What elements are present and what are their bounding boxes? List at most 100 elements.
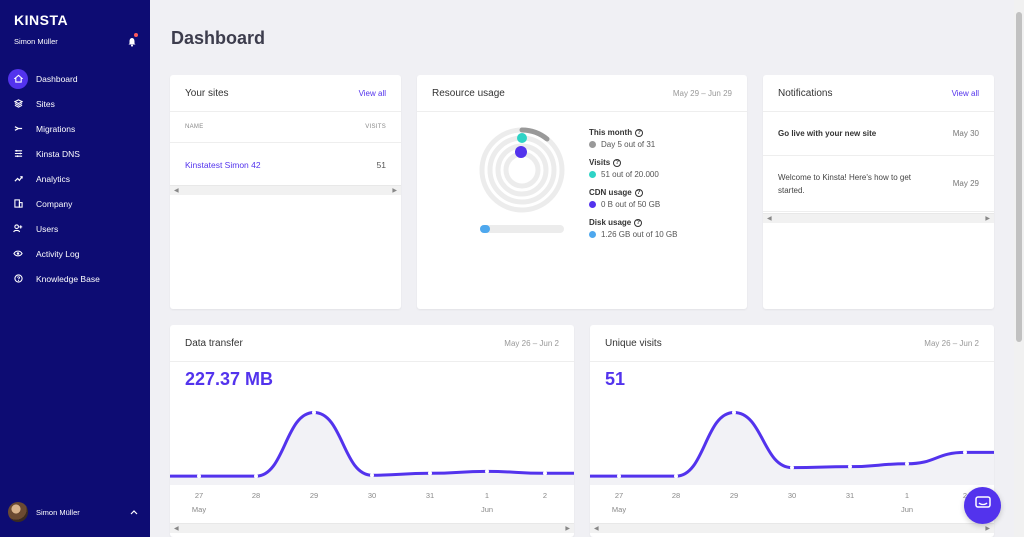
card-header: Resource usage May 29 – Jun 29 — [417, 75, 747, 112]
home-icon — [8, 68, 28, 89]
x-month-label: Jun — [480, 505, 494, 514]
card-header: Data transfer May 26 – Jun 2 — [170, 325, 574, 362]
data-point[interactable] — [428, 471, 432, 476]
cdn-ring-dot — [515, 146, 527, 158]
horizontal-scrollbar[interactable]: ◀ ▶ — [590, 523, 994, 533]
sidebar-user-menu[interactable]: Simon Müller — [0, 487, 150, 537]
card-title: Notifications — [778, 87, 833, 99]
disk-usage-bar — [480, 225, 564, 233]
sidebar-item-label: Analytics — [36, 173, 71, 184]
scroll-right-icon[interactable]: ▶ — [392, 188, 397, 194]
scrollbar-thumb[interactable] — [1016, 12, 1022, 342]
scroll-left-icon[interactable]: ◀ — [174, 188, 179, 194]
notification-text: Welcome to Kinsta! Here's how to get sta… — [778, 172, 911, 195]
scroll-left-icon[interactable]: ◀ — [174, 526, 179, 532]
view-all-sites-link[interactable]: View all — [358, 88, 386, 98]
sidebar-item-users[interactable]: Users — [0, 216, 150, 241]
sidebar-item-knowledge-base[interactable]: Knowledge Base — [0, 266, 150, 291]
page-scrollbar[interactable] — [1014, 0, 1024, 537]
horizontal-scrollbar[interactable]: ◀ ▶ — [170, 185, 401, 195]
data-point[interactable] — [312, 410, 316, 415]
scroll-right-icon[interactable]: ▶ — [985, 526, 990, 532]
data-point[interactable] — [790, 465, 794, 470]
x-tick-label: 2 — [542, 491, 548, 500]
legend-visits: Visits? 51 out of 20.000 — [589, 158, 678, 179]
data-point[interactable] — [370, 473, 374, 478]
x-tick-label: 28 — [671, 491, 681, 500]
data-point[interactable] — [674, 474, 678, 479]
data-point[interactable] — [848, 464, 852, 469]
legend-value: Day 5 out of 31 — [601, 140, 656, 149]
sidebar-item-sites[interactable]: Sites — [0, 91, 150, 116]
view-all-notifications-link[interactable]: View all — [951, 88, 979, 98]
date-range: May 26 – Jun 2 — [504, 338, 559, 348]
help-icon[interactable]: ? — [635, 128, 644, 137]
sidebar-nav: Dashboard Sites Migrations Kinsta DNS An… — [0, 66, 150, 291]
x-tick-label: 30 — [367, 491, 377, 500]
x-tick-label: 27 — [614, 491, 624, 500]
bell-icon[interactable] — [127, 33, 138, 47]
unique-visits-card: Unique visits May 26 – Jun 2 51 27 28 29… — [590, 325, 994, 537]
legend-dot — [589, 141, 596, 148]
sidebar-item-kinsta-dns[interactable]: Kinsta DNS — [0, 141, 150, 166]
help-icon — [8, 269, 28, 289]
data-point[interactable] — [905, 461, 909, 466]
sidebar-item-migrations[interactable]: Migrations — [0, 116, 150, 141]
horizontal-scrollbar[interactable]: ◀ ▶ — [763, 213, 994, 223]
sidebar-item-label: Users — [36, 223, 59, 234]
sidebar-item-analytics[interactable]: Analytics — [0, 166, 150, 191]
legend-label: This month — [589, 128, 633, 137]
data-transfer-total: 227.37 MB — [185, 369, 274, 389]
x-tick-label: 2 — [962, 491, 968, 500]
company-icon — [8, 194, 28, 214]
scroll-left-icon[interactable]: ◀ — [594, 526, 599, 532]
data-point[interactable] — [254, 474, 258, 479]
legend-value: 51 out of 20.000 — [601, 170, 659, 179]
resource-usage-rings — [479, 127, 565, 213]
x-tick-label: 28 — [251, 491, 261, 500]
dns-icon — [8, 144, 28, 164]
sidebar-item-activity-log[interactable]: Activity Log — [0, 241, 150, 266]
data-point[interactable] — [963, 450, 967, 455]
legend-label: Disk usage — [589, 218, 632, 227]
scroll-right-icon[interactable]: ▶ — [985, 216, 990, 222]
sidebar-user-name[interactable]: Simon Müller — [14, 37, 58, 46]
layers-icon — [8, 94, 28, 114]
legend-disk-usage: Disk usage? 1.26 GB out of 10 GB — [589, 218, 678, 239]
data-point[interactable] — [485, 469, 489, 474]
legend-this-month: This month? Day 5 out of 31 — [589, 128, 678, 149]
notification-date: May 30 — [952, 129, 979, 138]
table-row[interactable]: Kinstatest Simon 42 51 — [170, 142, 401, 188]
chat-button[interactable] — [964, 487, 1001, 524]
sidebar-item-label: Knowledge Base — [36, 273, 100, 284]
scroll-left-icon[interactable]: ◀ — [767, 216, 772, 222]
data-point[interactable] — [732, 410, 736, 415]
notification-text: Go live with your new site — [778, 129, 877, 138]
x-tick-label: 1 — [904, 491, 910, 500]
data-point[interactable] — [543, 471, 547, 476]
help-icon[interactable]: ? — [634, 218, 643, 227]
data-transfer-card: Data transfer May 26 – Jun 2 227.37 MB 2… — [170, 325, 574, 537]
sidebar-item-dashboard[interactable]: Dashboard — [0, 66, 150, 91]
unique-visits-chart — [590, 410, 994, 485]
scroll-right-icon[interactable]: ▶ — [565, 526, 570, 532]
kinsta-logo[interactable]: KINSTA — [14, 12, 69, 28]
legend-cdn-usage: CDN usage? 0 B out of 50 GB — [589, 188, 678, 209]
data-point[interactable] — [197, 474, 201, 479]
x-tick-label: 29 — [309, 491, 319, 500]
legend-dot — [589, 201, 596, 208]
help-icon[interactable]: ? — [634, 188, 643, 197]
footer-user-name: Simon Müller — [36, 507, 80, 517]
column-header-visits: VISITS — [365, 124, 386, 130]
sidebar-item-label: Company — [36, 198, 73, 209]
eye-icon — [8, 244, 28, 264]
sidebar-item-company[interactable]: Company — [0, 191, 150, 216]
notification-item[interactable]: Welcome to Kinsta! Here's how to get sta… — [763, 156, 994, 212]
help-icon[interactable]: ? — [613, 158, 622, 167]
horizontal-scrollbar[interactable]: ◀ ▶ — [170, 523, 574, 533]
site-name-link[interactable]: Kinstatest Simon 42 — [185, 160, 261, 170]
notification-item[interactable]: Go live with your new site May 30 — [763, 112, 994, 156]
data-transfer-chart — [170, 410, 574, 485]
chevron-up-icon[interactable] — [126, 508, 142, 517]
data-point[interactable] — [617, 474, 621, 479]
